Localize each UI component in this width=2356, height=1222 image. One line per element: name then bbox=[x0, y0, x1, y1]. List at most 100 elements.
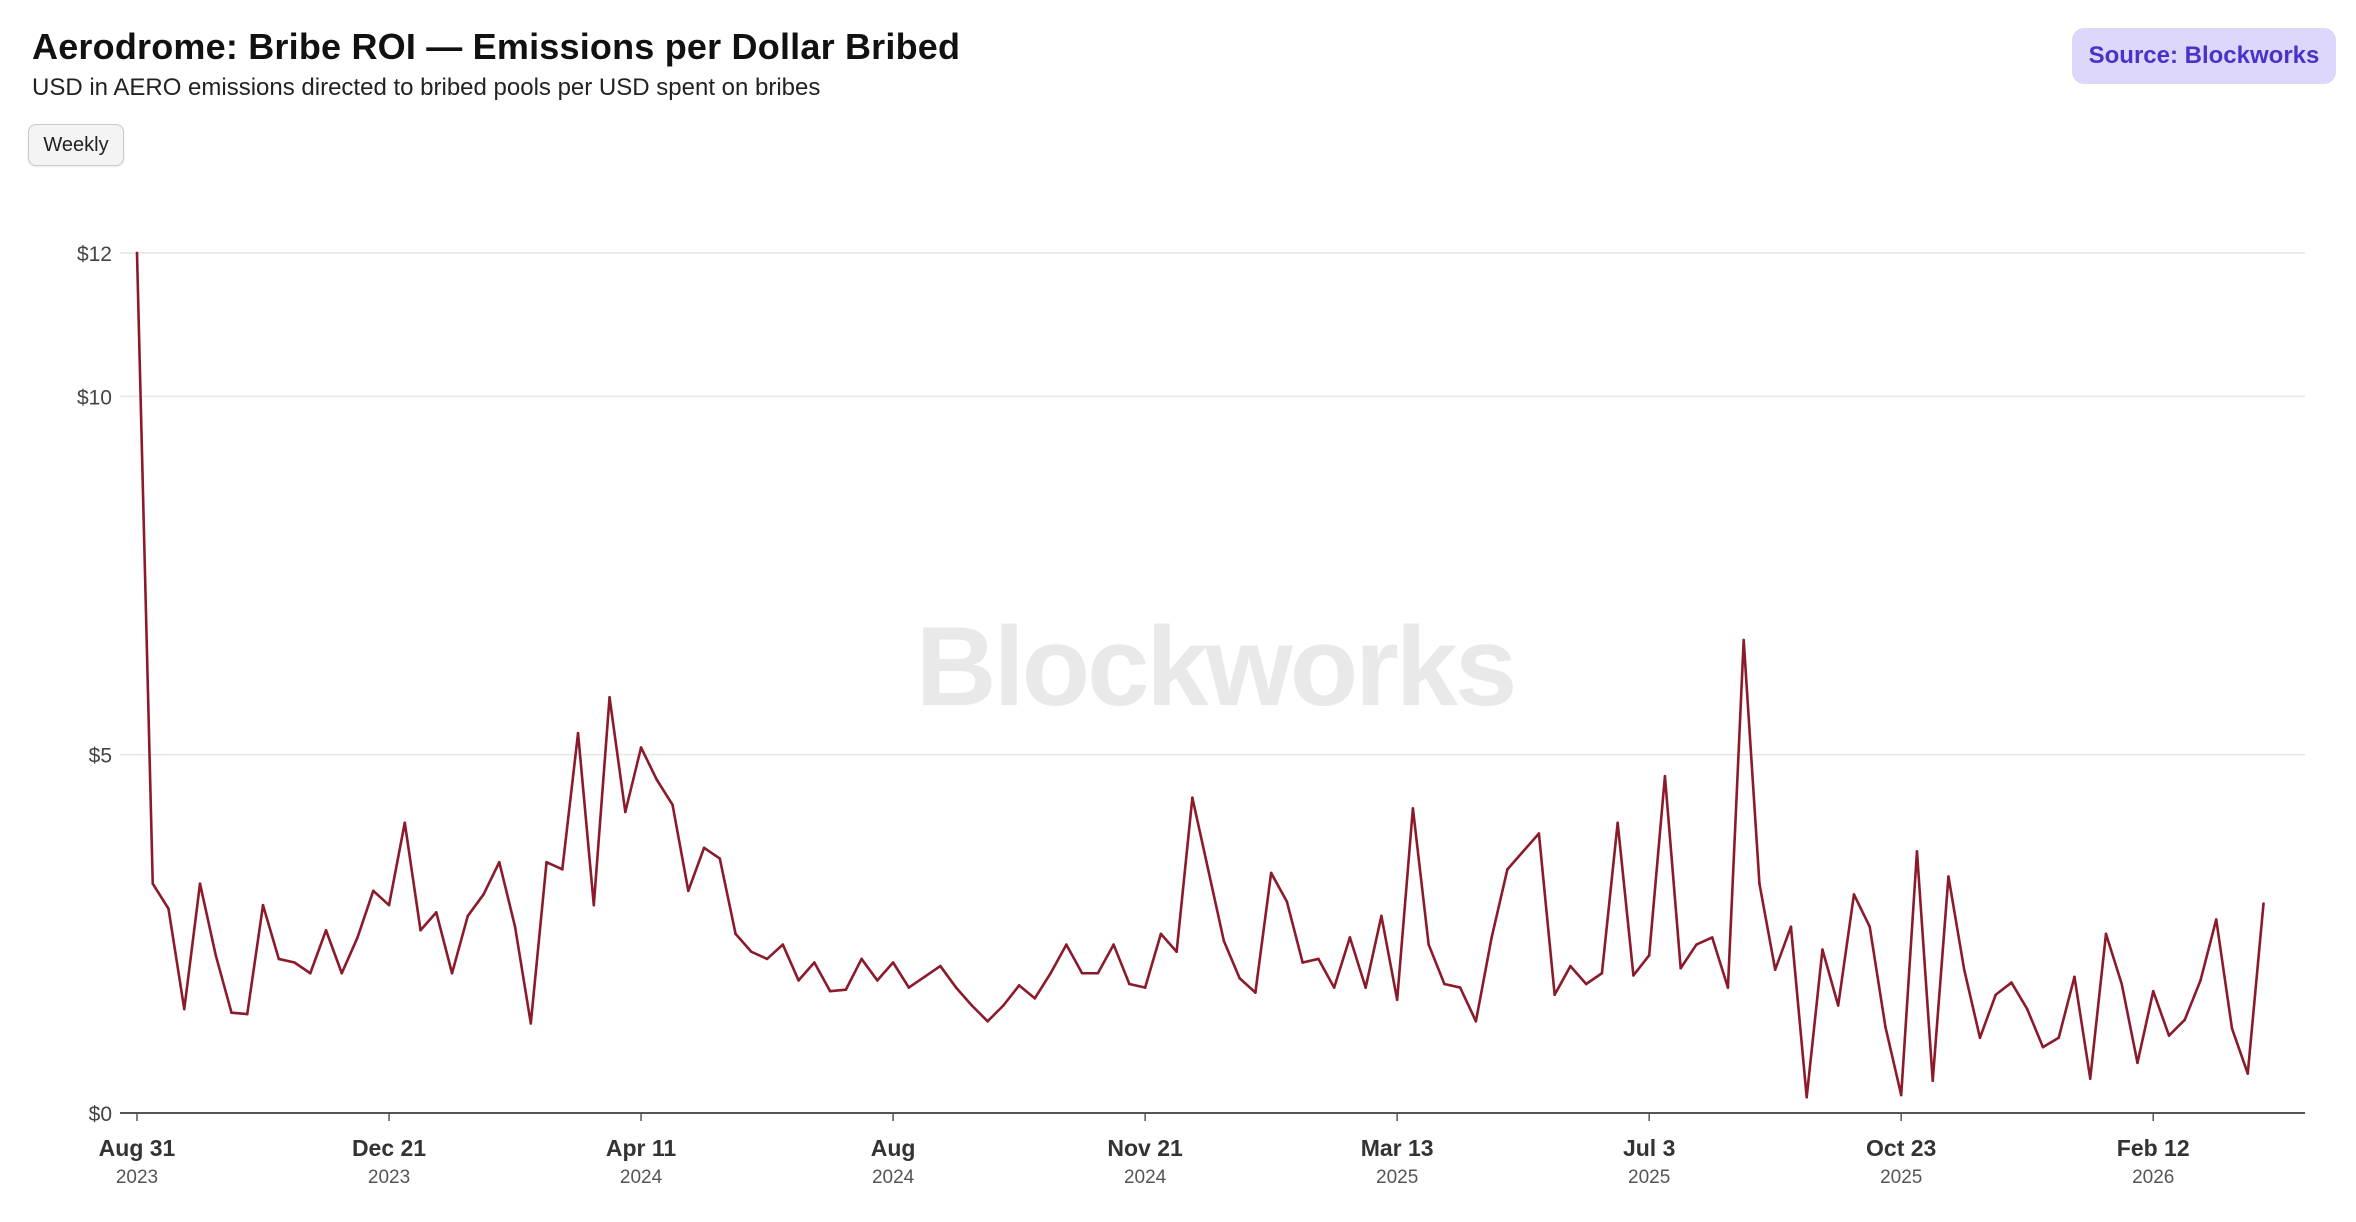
data-point[interactable] bbox=[356, 936, 359, 939]
data-point[interactable] bbox=[2104, 932, 2108, 936]
data-point[interactable] bbox=[1742, 638, 1745, 642]
data-point[interactable] bbox=[1789, 925, 1793, 928]
data-point[interactable] bbox=[403, 821, 407, 825]
data-point[interactable] bbox=[1931, 1079, 1935, 1083]
data-point[interactable] bbox=[167, 907, 170, 911]
data-point[interactable] bbox=[1411, 807, 1415, 810]
data-point[interactable] bbox=[1710, 936, 1714, 939]
data-point[interactable] bbox=[1065, 943, 1068, 946]
data-point[interactable] bbox=[545, 860, 548, 864]
data-point[interactable] bbox=[1537, 832, 1541, 835]
data-point[interactable] bbox=[1191, 796, 1194, 799]
data-point[interactable] bbox=[1632, 974, 1635, 977]
data-point[interactable] bbox=[592, 903, 596, 907]
data-point[interactable] bbox=[923, 975, 926, 979]
data-point[interactable] bbox=[308, 971, 312, 975]
data-point[interactable] bbox=[245, 1012, 249, 1016]
data-point[interactable] bbox=[1238, 976, 1241, 980]
data-point[interactable] bbox=[151, 882, 155, 885]
data-point[interactable] bbox=[939, 964, 942, 968]
data-point[interactable] bbox=[2120, 982, 2124, 986]
data-point[interactable] bbox=[2214, 918, 2218, 921]
data-point[interactable] bbox=[954, 986, 958, 989]
data-point[interactable] bbox=[1947, 875, 1950, 878]
data-point[interactable] bbox=[230, 1011, 233, 1014]
data-point[interactable] bbox=[1317, 957, 1320, 961]
data-point[interactable] bbox=[2151, 989, 2155, 993]
data-point[interactable] bbox=[198, 882, 202, 885]
data-point[interactable] bbox=[2230, 1027, 2234, 1030]
data-point[interactable] bbox=[529, 1022, 533, 1025]
data-point[interactable] bbox=[1159, 932, 1163, 936]
data-point[interactable] bbox=[1521, 850, 1525, 853]
data-point[interactable] bbox=[277, 957, 281, 961]
data-point[interactable] bbox=[1017, 984, 1021, 987]
data-point[interactable] bbox=[1663, 774, 1667, 778]
weekly-interval-button[interactable]: Weekly bbox=[28, 124, 124, 166]
data-point[interactable] bbox=[1269, 871, 1273, 875]
data-point[interactable] bbox=[2262, 902, 2265, 906]
data-point[interactable] bbox=[1994, 993, 1998, 997]
data-point[interactable] bbox=[1726, 986, 1730, 989]
data-point[interactable] bbox=[970, 1004, 974, 1007]
data-point[interactable] bbox=[1490, 936, 1493, 939]
data-point[interactable] bbox=[1836, 1004, 1840, 1007]
data-point[interactable] bbox=[2246, 1072, 2250, 1075]
data-point[interactable] bbox=[891, 961, 895, 964]
data-point[interactable] bbox=[765, 957, 769, 961]
data-point[interactable] bbox=[781, 943, 785, 946]
data-point[interactable] bbox=[1096, 971, 1100, 975]
data-point[interactable] bbox=[1679, 966, 1682, 970]
data-point[interactable] bbox=[1128, 982, 1131, 986]
data-point[interactable] bbox=[434, 911, 438, 914]
data-point[interactable] bbox=[1506, 868, 1509, 871]
data-point[interactable] bbox=[1301, 961, 1304, 964]
data-point[interactable] bbox=[293, 961, 296, 964]
data-point[interactable] bbox=[828, 989, 832, 993]
data-point[interactable] bbox=[608, 696, 611, 699]
data-point[interactable] bbox=[513, 925, 517, 928]
data-point[interactable] bbox=[1758, 882, 1761, 885]
series-line[interactable] bbox=[135, 251, 2265, 1099]
data-point[interactable] bbox=[1569, 964, 1572, 968]
data-point[interactable] bbox=[1962, 968, 1966, 971]
data-point[interactable] bbox=[1852, 893, 1856, 896]
data-point[interactable] bbox=[907, 986, 911, 989]
data-point[interactable] bbox=[1254, 991, 1257, 994]
data-point[interactable] bbox=[1443, 982, 1446, 986]
data-point[interactable] bbox=[1395, 998, 1399, 1002]
data-point[interactable] bbox=[734, 932, 737, 936]
data-point[interactable] bbox=[261, 903, 265, 907]
data-point[interactable] bbox=[2167, 1034, 2171, 1037]
data-point[interactable] bbox=[718, 857, 722, 860]
data-point[interactable] bbox=[702, 846, 706, 850]
data-point[interactable] bbox=[1458, 986, 1462, 989]
data-point[interactable] bbox=[2025, 1007, 2029, 1011]
data-point[interactable] bbox=[1553, 993, 1556, 997]
data-point[interactable] bbox=[1805, 1095, 1808, 1099]
data-point[interactable] bbox=[182, 1007, 186, 1011]
data-point[interactable] bbox=[1332, 986, 1336, 989]
data-point[interactable] bbox=[450, 971, 454, 975]
data-point[interactable] bbox=[2199, 979, 2202, 982]
data-point[interactable] bbox=[1600, 971, 1604, 975]
source-badge[interactable]: Source: Blockworks bbox=[2072, 28, 2336, 84]
data-point[interactable] bbox=[482, 893, 485, 896]
data-point[interactable] bbox=[1868, 925, 1871, 928]
data-point[interactable] bbox=[1222, 939, 1226, 943]
data-point[interactable] bbox=[1474, 1019, 1478, 1023]
data-point[interactable] bbox=[844, 988, 848, 992]
data-point[interactable] bbox=[2057, 1036, 2061, 1040]
data-point[interactable] bbox=[1206, 868, 1210, 871]
data-point[interactable] bbox=[1899, 1093, 1903, 1097]
data-point[interactable] bbox=[324, 928, 328, 932]
data-point[interactable] bbox=[860, 957, 863, 961]
data-point[interactable] bbox=[1143, 986, 1147, 989]
data-point[interactable] bbox=[1773, 968, 1777, 971]
data-point[interactable] bbox=[639, 746, 643, 749]
data-point[interactable] bbox=[1978, 1036, 1982, 1040]
data-point[interactable] bbox=[655, 778, 659, 782]
data-point[interactable] bbox=[1821, 948, 1824, 951]
data-point[interactable] bbox=[1080, 971, 1084, 975]
data-point[interactable] bbox=[2073, 975, 2076, 979]
